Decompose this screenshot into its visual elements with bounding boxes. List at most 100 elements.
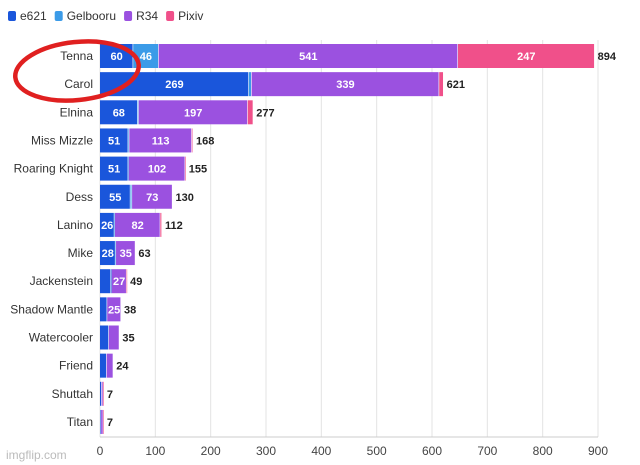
bar-r34 — [111, 269, 126, 294]
bar-value-label: 68 — [113, 107, 125, 119]
category-label: Mike — [68, 246, 94, 260]
bar-total-label: 35 — [122, 333, 134, 345]
bar-e621 — [100, 353, 107, 378]
bar-e621 — [100, 241, 115, 266]
x-tick-label: 300 — [256, 444, 276, 458]
bar-r34 — [101, 409, 103, 434]
bar-r34 — [106, 353, 113, 378]
bar-r34 — [158, 44, 458, 68]
bar-total-label: 38 — [124, 304, 136, 316]
bar-value-label: 35 — [120, 248, 132, 260]
annotation-circle — [13, 39, 141, 103]
x-tick-label: 100 — [145, 444, 165, 458]
category-label: Titan — [67, 415, 93, 429]
bar-e621 — [100, 381, 102, 406]
bar-r34 — [128, 156, 185, 181]
bar-value-label: 73 — [146, 192, 158, 204]
legend-label-pixiv: Pixiv — [178, 9, 203, 23]
bar-gelbooru — [111, 269, 112, 294]
grid — [99, 40, 599, 438]
x-tick-label: 800 — [533, 444, 553, 458]
bar-total-label: 7 — [107, 417, 113, 429]
bar-r34 — [116, 241, 135, 266]
bar-pixiv — [103, 409, 104, 434]
bar-value-label: 28 — [102, 248, 114, 260]
bar-gelbooru — [128, 156, 129, 181]
legend-swatch-e621 — [8, 11, 16, 21]
x-tick-label: 0 — [97, 444, 104, 458]
bar-r34 — [138, 100, 248, 125]
bar-gelbooru — [248, 72, 252, 97]
legend-label-gelbooru: Gelbooru — [67, 9, 116, 23]
category-label: Carol — [64, 77, 93, 91]
category-label: Lanino — [57, 218, 93, 232]
watermark-text: imgflip.com — [6, 448, 67, 462]
category-labels: Tenna Carol Elnina Miss Mizzle Roaring Knigh… — [10, 49, 93, 429]
legend-label-e621: e621 — [20, 9, 47, 23]
bar-r34 — [251, 72, 439, 97]
bar-total-label: 168 — [196, 135, 214, 147]
bar-total-label: 24 — [116, 361, 129, 373]
bar-e621 — [100, 184, 130, 209]
bar-total-label: 130 — [175, 192, 193, 204]
bar-value-label: 82 — [132, 220, 144, 232]
bar-value-label: 247 — [517, 51, 535, 63]
bar-gelbooru — [128, 128, 129, 153]
bar-value-label: 27 — [113, 276, 125, 288]
bar-total-label: 621 — [447, 79, 465, 91]
bar-pixiv — [103, 381, 104, 406]
bar-pixiv — [160, 212, 162, 237]
bar-total-label: 49 — [130, 276, 142, 288]
bar-total-label: 155 — [189, 164, 207, 176]
x-axis-ticks: 0 100 200 300 400 500 600 700 800 900 — [97, 444, 609, 458]
bar-e621 — [100, 269, 111, 294]
bar-value-label: 60 — [110, 51, 122, 63]
bar-pixiv — [439, 72, 444, 97]
bar-e621 — [100, 409, 101, 434]
bar-value-label: 25 — [108, 304, 120, 316]
bar-value-label: 113 — [152, 135, 170, 147]
bar-value-label: 197 — [184, 107, 202, 119]
bar-value-label: 51 — [108, 135, 120, 147]
category-label: Jackenstein — [30, 274, 93, 288]
bar-value-label: 26 — [101, 220, 113, 232]
bar-value-label: 269 — [165, 79, 183, 91]
bar-gelbooru — [130, 184, 132, 209]
x-tick-label: 400 — [311, 444, 331, 458]
category-label: Shuttah — [52, 387, 93, 401]
bar-e621 — [100, 212, 114, 237]
legend-swatch-r34 — [124, 11, 133, 21]
bar-pixiv — [126, 269, 128, 294]
category-label: Roaring Knight — [14, 162, 94, 176]
category-label: Tenna — [60, 49, 93, 63]
bar-pixiv — [185, 156, 186, 181]
bar-pixiv — [458, 44, 595, 68]
bar-e621 — [100, 156, 128, 181]
annotation — [13, 39, 141, 103]
bar-gelbooru — [114, 212, 115, 237]
legend: e621 Gelbooru R34 Pixiv — [8, 9, 203, 23]
bar-total-label: 894 — [598, 51, 617, 63]
bar-r34 — [107, 297, 121, 322]
bar-e621 — [100, 128, 128, 153]
bar-value-label: 46 — [140, 51, 152, 63]
x-tick-label: 600 — [422, 444, 442, 458]
category-label: Dess — [66, 190, 93, 204]
bar-total-label: 112 — [165, 220, 183, 232]
x-tick-label: 700 — [477, 444, 497, 458]
legend-swatch-gelbooru — [54, 11, 63, 21]
bar-value-label: 339 — [336, 79, 354, 91]
bar-e621 — [100, 325, 109, 350]
bar-value-label: 51 — [108, 164, 120, 176]
x-tick-label: 500 — [367, 444, 387, 458]
x-tick-label: 900 — [588, 444, 608, 458]
bar-value-label: 102 — [148, 164, 166, 176]
category-label: Elnina — [60, 105, 94, 119]
bar-gelbooru — [137, 100, 139, 125]
x-tick-label: 200 — [201, 444, 221, 458]
bar-total-label: 7 — [107, 389, 113, 401]
bar-r34 — [129, 128, 192, 153]
bar-r34 — [132, 184, 172, 209]
